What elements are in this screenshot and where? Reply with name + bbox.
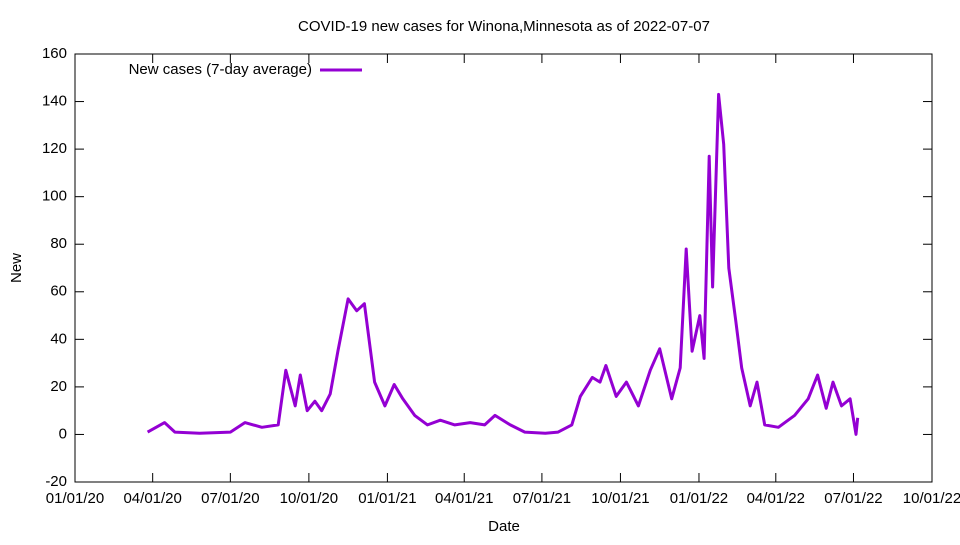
y-tick-label: 100 xyxy=(42,188,67,205)
y-tick-label: 20 xyxy=(50,378,67,395)
x-tick-label: 04/01/22 xyxy=(747,490,805,507)
x-tick-label: 04/01/21 xyxy=(435,490,493,507)
x-tick-label: 07/01/20 xyxy=(201,490,259,507)
y-tick-label: -20 xyxy=(45,473,67,490)
legend-label: New cases (7-day average) xyxy=(129,61,312,78)
x-tick-label: 01/01/20 xyxy=(46,490,104,507)
y-tick-label: 160 xyxy=(42,45,67,62)
x-tick-label: 07/01/22 xyxy=(824,490,882,507)
x-tick-label: 04/01/20 xyxy=(123,490,181,507)
x-tick-label: 07/01/21 xyxy=(513,490,571,507)
chart-title: COVID-19 new cases for Winona,Minnesota … xyxy=(298,18,710,35)
y-tick-label: 140 xyxy=(42,93,67,110)
y-axis-label: New xyxy=(8,253,25,283)
y-tick-label: 60 xyxy=(50,283,67,300)
x-tick-label: 01/01/22 xyxy=(670,490,728,507)
x-tick-label: 10/01/21 xyxy=(591,490,649,507)
x-tick-label: 01/01/21 xyxy=(358,490,416,507)
x-tick-label: 10/01/20 xyxy=(280,490,338,507)
y-tick-label: 80 xyxy=(50,235,67,252)
plot-frame xyxy=(74,53,933,483)
y-tick-label: 120 xyxy=(42,140,67,157)
x-axis-label: Date xyxy=(488,518,520,535)
x-tick-label: 10/01/22 xyxy=(903,490,960,507)
y-tick-label: 0 xyxy=(59,425,67,442)
line xyxy=(146,92,860,436)
y-tick-label: 40 xyxy=(50,330,67,347)
